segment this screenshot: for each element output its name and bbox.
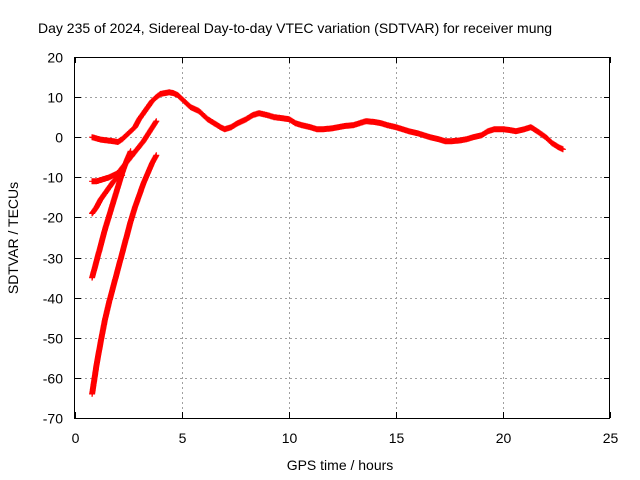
- y-tick-label: -10: [43, 170, 63, 186]
- y-tick-label: -70: [43, 411, 63, 427]
- y-tick-label: 10: [47, 90, 63, 106]
- x-tick-label: 10: [282, 430, 298, 446]
- y-tick-label: -20: [43, 210, 63, 226]
- x-tick-label: 25: [603, 430, 619, 446]
- y-tick-label: -40: [43, 291, 63, 307]
- y-tick-label: -60: [43, 371, 63, 387]
- plot-frame: [74, 57, 610, 419]
- y-tick-label: 20: [47, 50, 63, 66]
- data-markers: [89, 152, 160, 397]
- x-tick-label: 5: [179, 430, 187, 446]
- x-tick-label: 15: [389, 430, 405, 446]
- series-main-track: [89, 89, 566, 153]
- y-axis-label: SDTVAR / TECUs: [5, 182, 21, 294]
- data-markers: [89, 148, 134, 281]
- grid: [75, 57, 610, 418]
- y-tick-label: 0: [55, 130, 63, 146]
- data-markers: [89, 89, 566, 153]
- chart-title: Day 235 of 2024, Sidereal Day-to-day VTE…: [38, 20, 552, 36]
- series-descending-arc-4: [89, 152, 160, 397]
- y-tick-label: -30: [43, 251, 63, 267]
- x-tick-label: 20: [496, 430, 512, 446]
- series-descending-arc-3: [89, 148, 134, 281]
- data-points: [89, 89, 566, 397]
- x-axis-label: GPS time / hours: [287, 457, 394, 473]
- data-markers: [89, 172, 126, 217]
- series-descending-arc-2: [89, 172, 126, 217]
- axis-ticks: 0 5 10 15 20 25 -70 -60 -50 -40 -30 -20 -10 0 10 20: [43, 50, 619, 447]
- y-tick-label: -50: [43, 331, 63, 347]
- x-tick-label: 0: [72, 430, 80, 446]
